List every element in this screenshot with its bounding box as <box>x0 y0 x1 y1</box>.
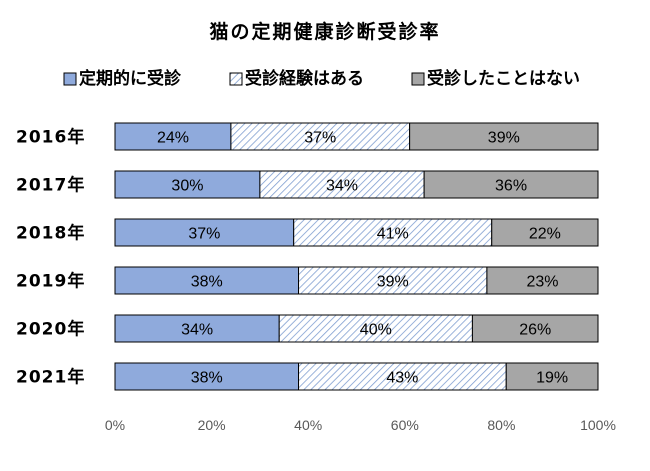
data-label-6-series-3: 19% <box>536 370 568 387</box>
category-label-5: 2020年 <box>16 319 85 340</box>
category-label-3: 2018年 <box>16 223 85 244</box>
data-label-1-series-2: 37% <box>304 130 336 147</box>
chart-title: 猫の定期健康診断受診率 <box>209 20 440 43</box>
data-label-6-series-1: 38% <box>191 370 223 387</box>
plot-area: 2016年 24% 37% 39% 2017年 30% 34% 36% 2018年 37% 41% 2… <box>16 122 599 391</box>
x-tick-label-6: 100% <box>580 417 616 433</box>
data-label-3-series-3: 22% <box>529 226 561 243</box>
bar-6-series-3 <box>505 362 599 391</box>
legend-swatch-1 <box>63 72 77 86</box>
data-label-2-series-1: 30% <box>171 178 203 195</box>
data-label-1-series-1: 24% <box>157 130 189 147</box>
legend: 定期的に受診 受診経験はある 受診したことはない <box>63 68 580 89</box>
data-label-6-series-2: 43% <box>386 370 418 387</box>
legend-label-1: 定期的に受診 <box>79 68 182 89</box>
bar-3-series-2 <box>293 218 493 247</box>
data-label-3-series-2: 41% <box>377 226 409 243</box>
legend-label-3: 受診したことはない <box>427 68 580 89</box>
data-label-4-series-1: 38% <box>191 274 223 291</box>
bar-3-series-3 <box>491 218 599 247</box>
legend-label-2: 受診経験はある <box>245 68 364 89</box>
bar-6-series-2 <box>298 362 507 391</box>
bar-4-series-3 <box>486 266 599 295</box>
legend-swatch-3 <box>411 72 425 86</box>
legend-swatch-2 <box>229 72 243 86</box>
bar-5-series-3 <box>471 314 599 343</box>
x-tick-label-5: 80% <box>487 417 515 433</box>
bar-6-series-1 <box>114 362 300 391</box>
bar-1-series-3 <box>409 122 599 151</box>
data-label-5-series-1: 34% <box>181 322 213 339</box>
category-label-6: 2021年 <box>16 367 85 388</box>
data-label-4-series-3: 23% <box>526 274 558 291</box>
x-tick-label-1: 0% <box>105 417 125 433</box>
bar-5-series-2 <box>278 314 473 343</box>
data-label-2-series-3: 36% <box>495 178 527 195</box>
bar-1-series-2 <box>230 122 411 151</box>
x-axis: 0% 20% 40% 60% 80% 100% <box>105 417 616 433</box>
data-label-1-series-3: 39% <box>488 130 520 147</box>
data-label-5-series-3: 26% <box>519 322 551 339</box>
x-tick-label-2: 20% <box>198 417 226 433</box>
data-label-4-series-2: 39% <box>377 274 409 291</box>
bar-1-series-1 <box>114 122 232 151</box>
category-label-4: 2019年 <box>16 271 85 292</box>
bar-5-series-1 <box>114 314 280 343</box>
category-label-2: 2017年 <box>16 175 85 196</box>
data-label-2-series-2: 34% <box>326 178 358 195</box>
x-tick-label-3: 40% <box>294 417 322 433</box>
bar-2-series-3 <box>423 170 599 199</box>
data-label-3-series-1: 37% <box>188 226 220 243</box>
bar-4-series-1 <box>114 266 300 295</box>
x-tick-label-4: 60% <box>391 417 419 433</box>
bar-3-series-1 <box>114 218 295 247</box>
bar-2-series-2 <box>259 170 425 199</box>
category-label-1: 2016年 <box>16 127 85 148</box>
data-label-5-series-2: 40% <box>360 322 392 339</box>
